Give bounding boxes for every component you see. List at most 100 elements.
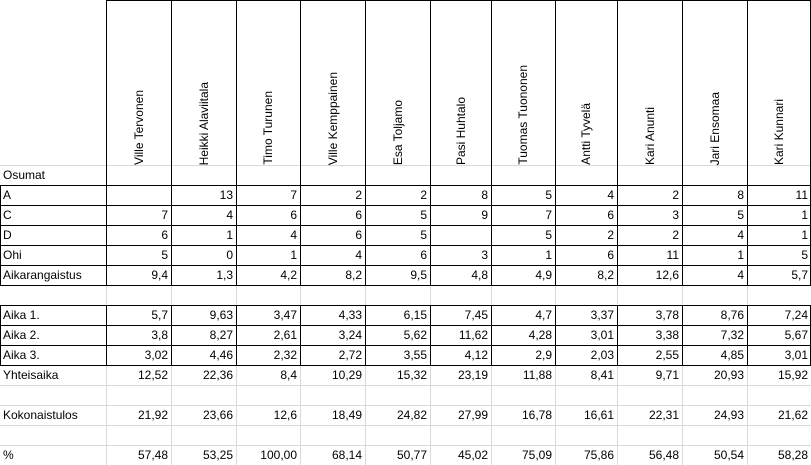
table-cell[interactable] (365, 165, 430, 185)
table-cell[interactable]: 4 (290, 228, 297, 242)
table-cell[interactable]: 1 (545, 248, 552, 262)
table-cell[interactable] (365, 385, 430, 405)
row-label[interactable]: % (3, 448, 14, 462)
table-cell[interactable]: 8,27 (209, 328, 233, 342)
table-cell[interactable]: 4,46 (209, 348, 233, 362)
table-cell[interactable]: 6 (355, 208, 362, 222)
table-cell[interactable]: 56,48 (648, 448, 679, 462)
table-cell[interactable]: 2 (607, 228, 614, 242)
table-cell[interactable]: 75,09 (521, 448, 552, 462)
row-label[interactable] (0, 285, 106, 305)
table-cell[interactable]: 50,77 (396, 448, 427, 462)
table-cell[interactable]: 8 (481, 188, 488, 202)
table-cell[interactable]: 53,25 (202, 448, 233, 462)
column-header-player[interactable]: Ville Tervonen (106, 0, 171, 165)
table-cell[interactable]: 21,62 (777, 408, 808, 422)
table-cell[interactable]: 1,3 (216, 268, 233, 282)
column-header-player[interactable]: Tuomas Tuononen (491, 0, 555, 165)
table-cell[interactable]: 27,99 (457, 408, 488, 422)
row-label[interactable]: Aika 3. (3, 348, 40, 362)
table-cell[interactable]: 18,49 (331, 408, 362, 422)
table-cell[interactable]: 5,7 (791, 268, 808, 282)
table-cell[interactable]: 4,12 (464, 348, 488, 362)
table-cell[interactable]: 3 (672, 208, 679, 222)
table-cell[interactable]: 3,38 (655, 328, 679, 342)
table-cell[interactable]: 58,28 (777, 448, 808, 462)
table-cell[interactable] (300, 385, 365, 405)
table-cell[interactable]: 5 (420, 208, 427, 222)
row-label[interactable]: Aika 2. (3, 328, 40, 342)
table-cell[interactable]: 11,62 (458, 328, 488, 342)
table-cell[interactable]: 4,2 (280, 268, 297, 282)
column-header-player[interactable]: Jari Ensomaa (682, 0, 747, 165)
table-cell[interactable]: 4 (737, 268, 744, 282)
table-cell[interactable]: 22,31 (648, 408, 679, 422)
column-header-player[interactable]: Timo Turunen (236, 0, 300, 165)
table-cell[interactable]: 8 (737, 188, 744, 202)
table-cell[interactable]: 2,9 (535, 348, 552, 362)
table-cell[interactable]: 5 (545, 228, 552, 242)
table-cell[interactable]: 8,2 (597, 268, 614, 282)
table-cell[interactable] (106, 165, 171, 185)
table-cell[interactable]: 3,24 (338, 328, 362, 342)
table-cell[interactable] (682, 285, 747, 305)
table-cell[interactable]: 10,29 (331, 368, 362, 382)
table-cell[interactable] (747, 425, 811, 445)
table-cell[interactable]: 3,78 (655, 308, 679, 322)
table-cell[interactable]: 4,85 (720, 348, 744, 362)
table-cell[interactable] (491, 385, 555, 405)
table-cell[interactable]: 7 (290, 188, 297, 202)
table-cell[interactable] (236, 285, 300, 305)
table-cell[interactable]: 24,82 (396, 408, 427, 422)
table-cell[interactable] (430, 385, 491, 405)
table-cell[interactable]: 100,00 (260, 448, 297, 462)
table-cell[interactable]: 5,62 (403, 328, 427, 342)
row-label[interactable]: C (3, 208, 12, 222)
table-cell[interactable]: 16,61 (583, 408, 614, 422)
table-cell[interactable] (300, 425, 365, 445)
table-cell[interactable] (365, 425, 430, 445)
table-cell[interactable]: 5 (737, 208, 744, 222)
row-label[interactable]: Ohi (3, 248, 22, 262)
table-cell[interactable]: 6 (355, 228, 362, 242)
table-cell[interactable]: 3,01 (590, 328, 614, 342)
table-cell[interactable]: 75,86 (583, 448, 614, 462)
table-cell[interactable] (617, 285, 682, 305)
table-cell[interactable]: 6 (161, 228, 168, 242)
table-cell[interactable]: 9,63 (209, 308, 233, 322)
table-cell[interactable] (682, 425, 747, 445)
table-cell[interactable]: 50,54 (713, 448, 744, 462)
column-header-player[interactable]: Heikki Alaviitala (171, 0, 236, 165)
table-cell[interactable]: 4 (226, 208, 233, 222)
table-cell[interactable]: 2,32 (273, 348, 297, 362)
table-cell[interactable]: 1 (226, 228, 233, 242)
table-cell[interactable]: 1 (737, 248, 744, 262)
table-cell[interactable]: 2 (355, 188, 362, 202)
row-label[interactable] (0, 385, 106, 405)
table-cell[interactable]: 8,4 (280, 368, 297, 382)
row-label[interactable]: A (3, 188, 12, 202)
table-cell[interactable]: 2,55 (655, 348, 679, 362)
table-cell[interactable] (430, 225, 491, 245)
table-cell[interactable]: 5,7 (151, 308, 168, 322)
table-cell[interactable] (617, 425, 682, 445)
table-cell[interactable]: 1 (801, 208, 808, 222)
table-cell[interactable]: 6 (420, 248, 427, 262)
table-cell[interactable]: 7,24 (784, 308, 808, 322)
table-cell[interactable]: 5 (420, 228, 427, 242)
table-cell[interactable]: 7,45 (464, 308, 488, 322)
table-cell[interactable] (171, 425, 236, 445)
table-cell[interactable] (430, 425, 491, 445)
table-cell[interactable]: 13 (219, 188, 233, 202)
table-cell[interactable] (747, 385, 811, 405)
row-label[interactable]: Yhteisaika (3, 368, 59, 382)
table-cell[interactable]: 23,66 (202, 408, 233, 422)
table-cell[interactable]: 9 (481, 208, 488, 222)
table-cell[interactable]: 12,6 (273, 408, 297, 422)
table-cell[interactable]: 2 (672, 188, 679, 202)
table-cell[interactable]: 3,37 (590, 308, 614, 322)
table-cell[interactable]: 4,7 (535, 308, 552, 322)
table-cell[interactable]: 9,71 (655, 368, 679, 382)
table-cell[interactable]: 2,61 (273, 328, 297, 342)
table-cell[interactable] (300, 165, 365, 185)
